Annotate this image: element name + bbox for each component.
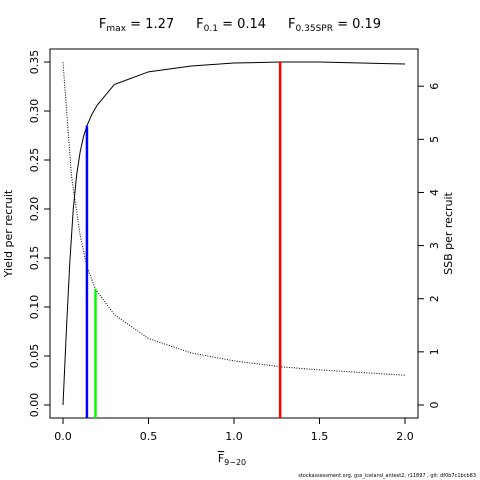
y-tick-label: 0.35	[28, 50, 41, 75]
title-sub: max	[106, 24, 126, 34]
x-tick-label: 1.5	[311, 430, 329, 443]
y2-axis-label: SSB per recruit	[442, 191, 455, 274]
y2-tick-label: 1	[428, 348, 441, 355]
title-main: F	[196, 17, 203, 32]
x-tick-label: 0.0	[54, 430, 72, 443]
title-rest: = 0.19	[333, 17, 381, 32]
title-rest: = 1.27	[126, 17, 174, 32]
x-label-main: F	[218, 452, 224, 465]
chart-title: Fmax = 1.27 F0.1 = 0.14 F0.35SPR = 0.19	[99, 17, 381, 34]
title-main: F	[288, 17, 295, 32]
y-tick-label: 0.05	[28, 344, 41, 369]
y2-tick-label: 4	[428, 189, 441, 196]
y-tick-label: 0.15	[28, 246, 41, 271]
series-line	[62, 62, 406, 376]
title-main: F	[99, 17, 106, 32]
series-line	[62, 61, 406, 405]
title-sub: 0.1	[204, 24, 218, 34]
x-tick-label: 0.5	[140, 430, 158, 443]
title-rest: = 0.14	[218, 17, 266, 32]
footer: stockassessment.org, gss_iceland_antest2…	[298, 473, 476, 479]
y-tick-label: 0.10	[28, 295, 41, 320]
x-tick-label: 1.0	[225, 430, 243, 443]
y2-tick-label: 2	[428, 295, 441, 302]
title-sub: 0.35SPR	[296, 24, 333, 34]
x-axis-label: F9−20	[218, 452, 246, 467]
y-tick-label: 0.25	[28, 148, 41, 173]
y2-tick-label: 3	[428, 242, 441, 249]
y-axis-label: Yield per recruit	[2, 189, 15, 278]
x-label-sub: 9−20	[224, 458, 246, 467]
x-tick-label: 2.0	[396, 430, 414, 443]
y-tick-label: 0.30	[28, 99, 41, 124]
y-tick-label: 0.20	[28, 197, 41, 222]
y-tick-label: 0.00	[28, 393, 41, 418]
y2-tick-label: 5	[428, 136, 441, 143]
y2-tick-label: 6	[428, 83, 441, 90]
y2-tick-label: 0	[428, 401, 441, 408]
